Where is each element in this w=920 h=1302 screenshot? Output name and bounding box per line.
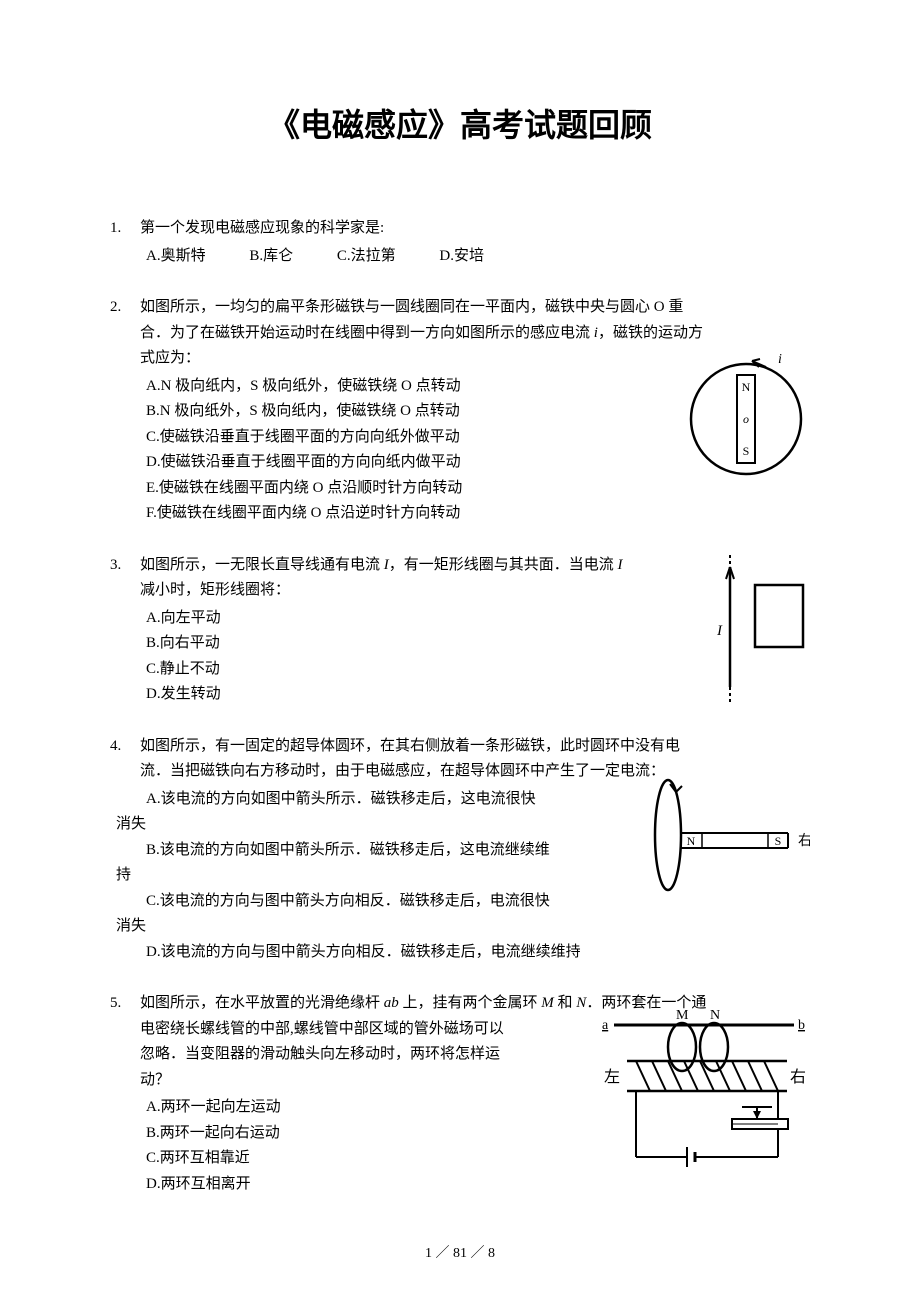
q4-opt-d: D.该电流的方向与图中箭头方向相反．磁铁移走后，电流继续维持	[146, 940, 810, 966]
q4-figure: N S 右	[640, 770, 810, 910]
svg-text:o: o	[743, 412, 749, 426]
q1-opt-b: B.库仑	[249, 248, 293, 264]
q3-opt-c: C.静止不动	[146, 657, 810, 683]
svg-text:I: I	[716, 623, 723, 639]
q1-stem: 第一个发现电磁感应现象的科学家是:	[140, 216, 810, 242]
svg-text:左: 左	[604, 1068, 620, 1086]
q3-stem: 如图所示，一无限长直导线通有电流 I，有一矩形线圈与其共面．当电流 I 减小时，…	[140, 553, 810, 604]
svg-text:右: 右	[790, 1068, 806, 1086]
question-1: 1. 第一个发现电磁感应现象的科学家是: A.奥斯特 B.库仑 C.法拉第 D.…	[110, 216, 810, 269]
q5-number: 5.	[110, 991, 140, 1017]
q3-opt-d: D.发生转动	[146, 682, 810, 708]
svg-text:a: a	[602, 1018, 609, 1033]
svg-text:N: N	[710, 1008, 720, 1023]
svg-text:b: b	[798, 1018, 805, 1033]
svg-text:N: N	[742, 380, 751, 394]
svg-text:右: 右	[798, 833, 810, 849]
q3-number: 3.	[110, 553, 140, 579]
q1-options: A.奥斯特 B.库仑 C.法拉第 D.安培	[140, 244, 810, 270]
page-footer: 1 ／ 81 ／ 8	[0, 1242, 920, 1262]
q2-number: 2.	[110, 295, 140, 321]
q1-opt-d: D.安培	[439, 248, 484, 264]
q4-number: 4.	[110, 734, 140, 760]
svg-text:i: i	[778, 352, 782, 367]
q1-opt-a: A.奥斯特	[146, 248, 206, 264]
q2-figure: N o S i	[682, 347, 810, 492]
svg-text:S: S	[775, 834, 782, 848]
question-3: I 3. 如图所示，一无限长直导线通有电流 I，有一矩形线圈与其共面．当电流 I…	[110, 553, 810, 708]
q3-figure: I	[715, 547, 810, 717]
q3-opt-b: B.向右平动	[146, 631, 810, 657]
q1-opt-c: C.法拉第	[337, 248, 396, 264]
q3-opt-a: A.向左平动	[146, 606, 810, 632]
page-title: 《电磁感应》高考试题回顾	[110, 100, 810, 146]
q5-figure: a b M N 左 右	[592, 1007, 810, 1187]
q1-number: 1.	[110, 216, 140, 242]
question-2: N o S i 2. 如图所示，一均匀的扁平条形磁铁与一圆线圈同在一平面内，磁铁…	[110, 295, 810, 527]
q3-options: A.向左平动 B.向右平动 C.静止不动 D.发生转动	[140, 606, 810, 708]
svg-text:M: M	[676, 1008, 689, 1023]
question-4: N S 右 4. 如图所示，有一固定的超导体圆环，在其右侧放着一条形磁铁，此时圆…	[110, 734, 810, 966]
q4-opt-c2: 消失	[116, 914, 810, 940]
svg-text:S: S	[743, 444, 750, 458]
question-5: a b M N 左 右	[110, 991, 810, 1197]
q2-opt-f: F.使磁铁在线圈平面内绕 O 点沿逆时针方向转动	[146, 501, 810, 527]
svg-text:N: N	[687, 834, 696, 848]
